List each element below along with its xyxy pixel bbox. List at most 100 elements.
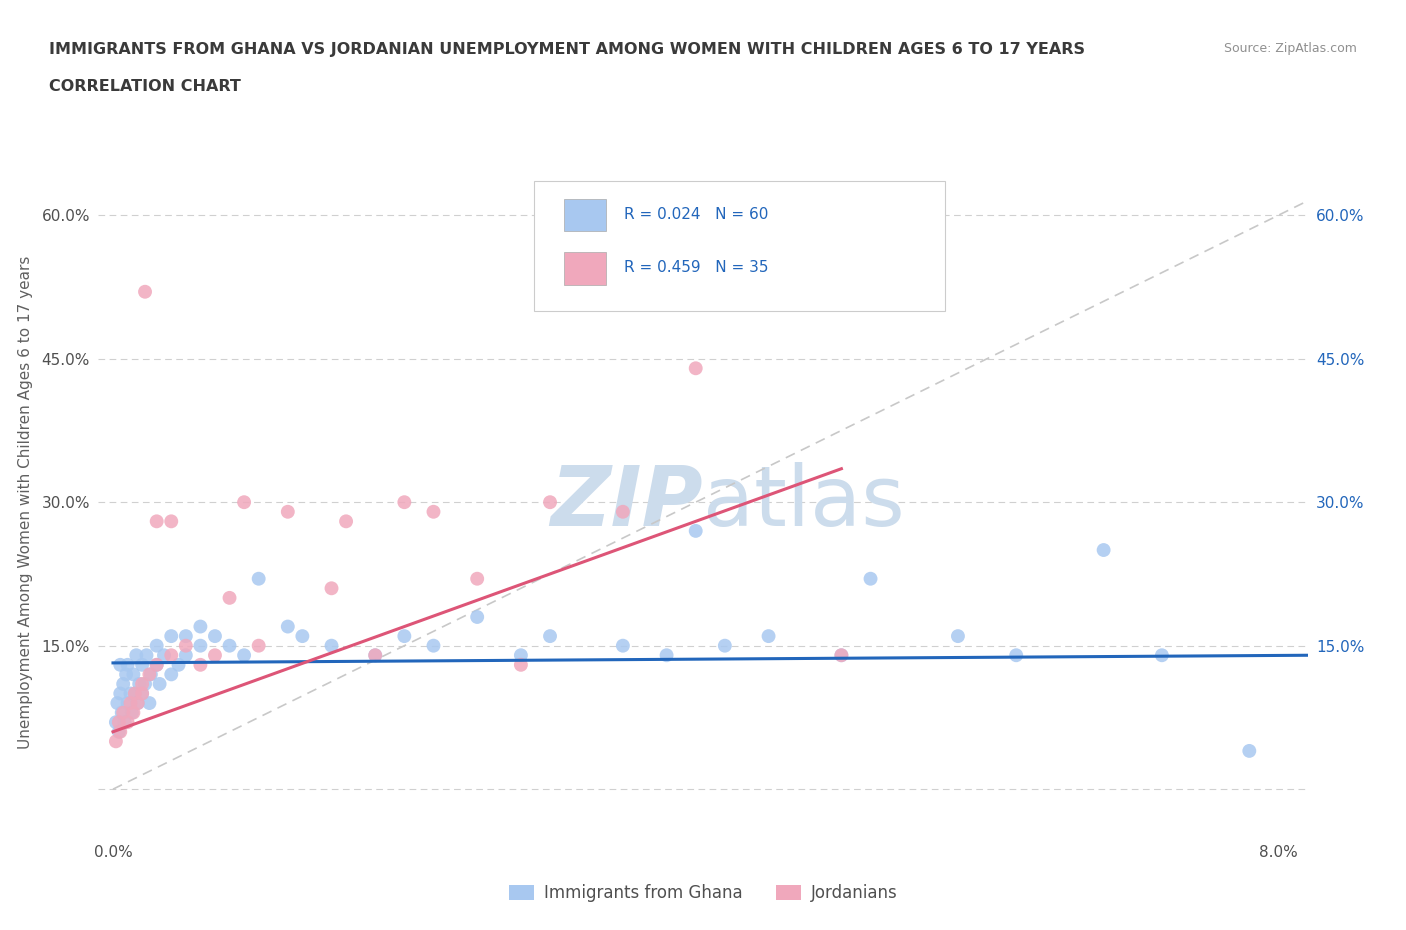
Point: [120, 696, 142, 711]
Point: [153, 648, 176, 663]
Point: [190, 638, 212, 653]
Point: [277, 619, 299, 634]
Point: [321, 581, 343, 596]
Point: [134, 676, 156, 691]
Point: [110, 658, 132, 672]
Point: [204, 648, 226, 663]
Point: [108, 724, 131, 739]
Point: [104, 734, 127, 749]
Point: [233, 648, 256, 663]
Point: [160, 648, 183, 663]
Point: [131, 686, 153, 701]
Point: [145, 658, 167, 672]
Point: [128, 676, 150, 691]
Point: [509, 648, 531, 663]
Point: [131, 658, 153, 672]
Point: [127, 696, 149, 711]
Point: [1150, 648, 1173, 663]
FancyBboxPatch shape: [564, 252, 606, 285]
Point: [111, 705, 134, 720]
Point: [112, 676, 135, 691]
Point: [612, 504, 634, 519]
Point: [138, 696, 160, 711]
Point: [291, 629, 314, 644]
Point: [138, 667, 160, 682]
Point: [122, 667, 145, 682]
Text: CORRELATION CHART: CORRELATION CHART: [49, 79, 240, 94]
Legend: Immigrants from Ghana, Jordanians: Immigrants from Ghana, Jordanians: [502, 878, 904, 909]
Point: [139, 667, 162, 682]
FancyBboxPatch shape: [564, 199, 606, 231]
Point: [218, 591, 240, 605]
Point: [364, 648, 387, 663]
Point: [174, 638, 197, 653]
Point: [247, 638, 270, 653]
Point: [104, 715, 127, 730]
Point: [1005, 648, 1028, 663]
Point: [830, 648, 852, 663]
Point: [127, 696, 149, 711]
Point: [1239, 743, 1261, 758]
Point: [247, 571, 270, 586]
Point: [859, 571, 882, 586]
Point: [321, 638, 343, 653]
Point: [714, 638, 737, 653]
Point: [160, 629, 183, 644]
Point: [277, 504, 299, 519]
Point: [465, 609, 488, 624]
Point: [655, 648, 678, 663]
Text: atlas: atlas: [703, 461, 904, 543]
Point: [538, 629, 561, 644]
Point: [120, 686, 142, 701]
Point: [145, 514, 167, 529]
Y-axis label: Unemployment Among Women with Children Ages 6 to 17 years: Unemployment Among Women with Children A…: [18, 256, 34, 749]
Point: [135, 648, 157, 663]
Point: [174, 648, 197, 663]
Point: [117, 696, 139, 711]
Point: [394, 629, 416, 644]
Point: [105, 696, 128, 711]
Point: [509, 658, 531, 672]
Point: [422, 504, 444, 519]
Point: [218, 638, 240, 653]
Point: [149, 676, 172, 691]
Point: [394, 495, 416, 510]
Text: Source: ZipAtlas.com: Source: ZipAtlas.com: [1223, 42, 1357, 55]
Point: [108, 715, 131, 730]
Point: [538, 495, 561, 510]
Point: [114, 715, 136, 730]
Point: [125, 648, 148, 663]
Point: [112, 705, 135, 720]
Point: [134, 285, 156, 299]
Point: [145, 658, 167, 672]
Point: [110, 724, 132, 739]
Text: R = 0.459   N = 35: R = 0.459 N = 35: [624, 260, 769, 275]
Point: [758, 629, 780, 644]
Point: [1092, 542, 1115, 557]
Point: [685, 361, 707, 376]
Point: [160, 667, 183, 682]
Point: [204, 629, 226, 644]
Point: [117, 715, 139, 730]
Text: R = 0.024   N = 60: R = 0.024 N = 60: [624, 206, 769, 221]
Point: [335, 514, 357, 529]
Point: [124, 686, 146, 701]
Text: ZIP: ZIP: [550, 461, 703, 543]
Point: [160, 514, 183, 529]
Point: [233, 495, 256, 510]
Point: [364, 648, 387, 663]
Point: [117, 658, 139, 672]
Point: [190, 658, 212, 672]
Point: [167, 658, 190, 672]
Point: [121, 705, 143, 720]
Point: [122, 705, 145, 720]
Point: [190, 619, 212, 634]
Text: IMMIGRANTS FROM GHANA VS JORDANIAN UNEMPLOYMENT AMONG WOMEN WITH CHILDREN AGES 6: IMMIGRANTS FROM GHANA VS JORDANIAN UNEMP…: [49, 42, 1085, 57]
Point: [124, 686, 146, 701]
Point: [115, 667, 138, 682]
FancyBboxPatch shape: [534, 180, 945, 312]
Point: [422, 638, 444, 653]
Point: [830, 648, 852, 663]
Point: [131, 676, 153, 691]
Point: [145, 638, 167, 653]
